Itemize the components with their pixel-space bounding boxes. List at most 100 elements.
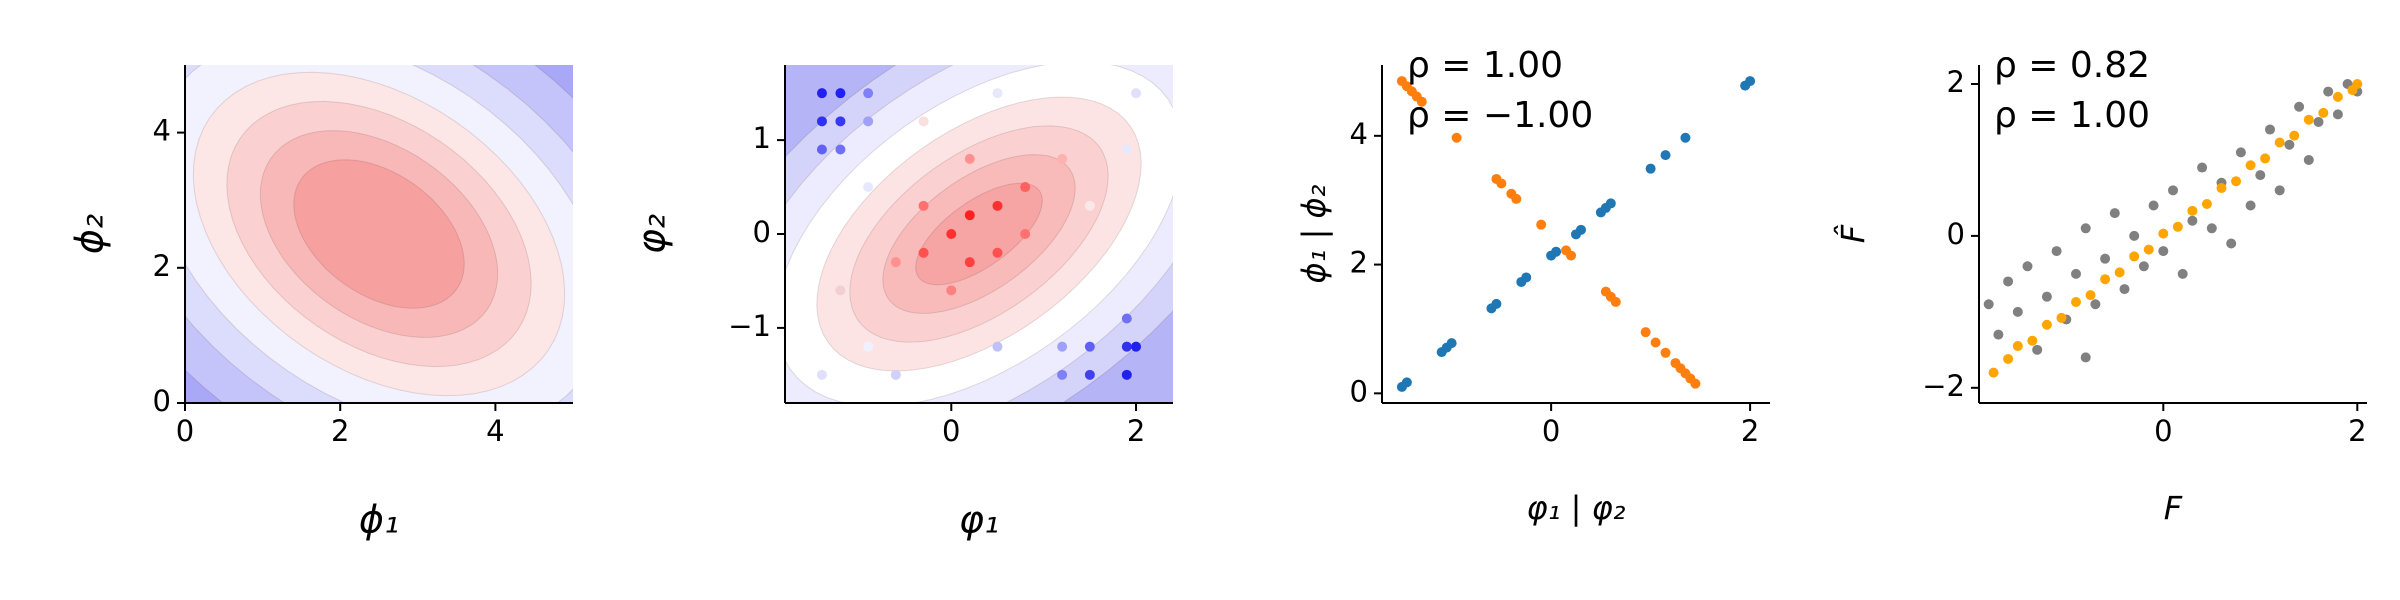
y-tick-label: −1 [728, 309, 771, 343]
scatter-point [2100, 274, 2111, 285]
annotation: ρ = 1.00 [1994, 95, 2150, 136]
scatter-point [2289, 130, 2300, 141]
scatter-point [1084, 341, 1095, 352]
scatter-point [946, 285, 957, 296]
scatter-point [2352, 78, 2363, 89]
x-tick-label: 2 [1741, 414, 1759, 448]
y-tick-label: 1 [753, 121, 771, 155]
scatter-point [1660, 347, 1671, 358]
x-tick-label: 0 [2154, 414, 2172, 448]
scatter-point [1988, 367, 1999, 378]
scatter-point [2080, 223, 2091, 234]
panel: 0 2 0 2 4 φ₁ | φ₂ ϕ₁ | ϕ₂ ρ = 1.00 ρ = −1.00 [1295, 45, 1770, 527]
y-tick-label: 0 [1350, 374, 1368, 408]
plot-area [785, 65, 1173, 403]
scatter-point [1983, 299, 1994, 310]
scatter-point [2148, 200, 2159, 211]
x-axis-label: ϕ₁ [359, 498, 399, 542]
scatter-point [1121, 313, 1132, 324]
scatter-point [992, 247, 1003, 258]
x-tick-label: 2 [331, 414, 349, 448]
scatter-point [2129, 251, 2140, 262]
scatter-point [816, 369, 827, 380]
scatter-point [2303, 154, 2314, 165]
scatter-point [2245, 160, 2256, 171]
annotation: ρ = 1.00 [1407, 45, 1563, 86]
scatter-point [2274, 185, 2285, 196]
y-tick-label: 4 [1350, 117, 1368, 151]
y-tick-label: 2 [1350, 246, 1368, 280]
scatter-point [2187, 215, 2198, 226]
scatter-point [2303, 114, 2314, 125]
x-tick-label: 2 [2348, 414, 2366, 448]
scatter-point [2071, 296, 2081, 307]
scatter-point [992, 341, 1003, 352]
scatter-point [2143, 244, 2154, 255]
scatter-point [2197, 162, 2208, 173]
scatter-point [1057, 341, 1068, 352]
y-tick-label: 0 [153, 384, 171, 418]
scatter-point [2022, 261, 2033, 272]
scatter-point [2003, 276, 2014, 287]
scatter-point [992, 200, 1003, 211]
scatter-point [2051, 246, 2062, 257]
scatter-point [2332, 109, 2343, 120]
scatter-point [2274, 137, 2285, 148]
scatter-point [2323, 86, 2334, 97]
scatter-point [964, 153, 975, 164]
scatter-point [816, 144, 827, 155]
scatter-point [918, 247, 929, 258]
scatter-point [918, 116, 929, 127]
y-tick-label: 2 [1947, 65, 1965, 99]
scatter-point [2158, 246, 2169, 257]
scatter-point [2138, 261, 2149, 272]
scatter-point [2032, 344, 2043, 355]
scatter-point [2041, 291, 2052, 302]
scatter-point [1993, 329, 2004, 340]
scatter-point [1020, 229, 1031, 239]
scatter-point [863, 116, 874, 127]
scatter-point [964, 210, 975, 221]
scatter-point [835, 285, 846, 296]
plot-area [1396, 76, 1756, 392]
scatter-point [2119, 284, 2130, 295]
scatter-point [1690, 378, 1701, 389]
scatter-point [2041, 319, 2052, 330]
scatter-point [2313, 116, 2324, 127]
scatter-point [816, 116, 827, 127]
scatter-point [1121, 341, 1132, 352]
scatter-point [1551, 246, 1562, 257]
scatter-point [1401, 377, 1412, 388]
scatter-point [835, 144, 846, 155]
scatter-point [1131, 341, 1142, 352]
plot-area [185, 65, 573, 403]
scatter-point [1057, 369, 1068, 380]
scatter-point [1521, 272, 1532, 283]
scatter-point [2265, 124, 2275, 135]
scatter-point [2177, 268, 2188, 279]
scatter-point [1416, 96, 1427, 107]
scatter-point [2245, 200, 2256, 211]
scatter-point [2129, 230, 2140, 241]
scatter-point [1605, 198, 1616, 209]
scatter-point [1084, 369, 1095, 380]
scatter-point [863, 88, 874, 99]
scatter-point [1451, 132, 1462, 143]
scatter-point [2109, 208, 2120, 219]
scatter-point [1057, 153, 1068, 164]
scatter-point [2056, 312, 2067, 323]
scatter-point [2216, 183, 2227, 194]
scatter-point [890, 369, 901, 380]
scatter-point [1610, 296, 1621, 307]
scatter-point [835, 88, 846, 99]
x-axis-label: φ₁ [959, 498, 999, 542]
scatter-point [1446, 338, 1457, 349]
scatter-point [1566, 250, 1577, 261]
y-axis-label: ϕ₂ [68, 214, 112, 254]
scatter-point [2090, 299, 2101, 310]
scatter-point [2255, 170, 2266, 181]
scatter-point [2158, 228, 2169, 239]
scatter-point [1660, 150, 1671, 161]
